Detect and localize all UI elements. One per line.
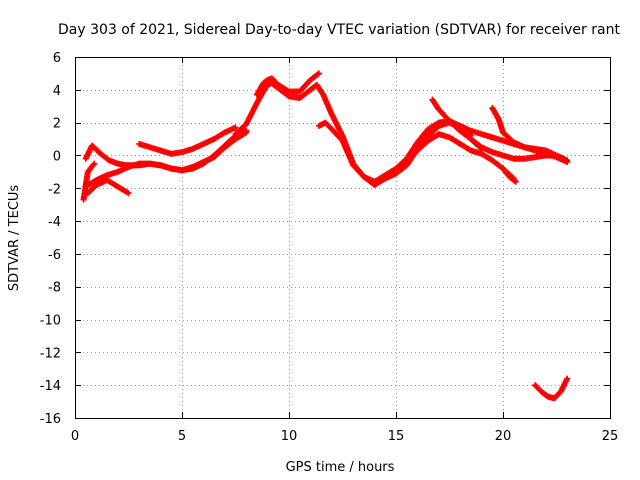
- x-tick-label: 20: [495, 429, 512, 444]
- x-tick-label: 0: [71, 429, 79, 444]
- series-track-k: [500, 165, 519, 185]
- y-tick-label: -16: [40, 412, 61, 427]
- y-tick-label: 6: [53, 51, 61, 66]
- data-point: [90, 161, 97, 168]
- tick-labels: 0 5 10 15 20 25 -16 -14 -12 -10 -8 -6 -4 -2 0 2 4 6: [40, 51, 619, 444]
- y-tick-label: -6: [48, 248, 61, 263]
- y-tick-label: 4: [53, 84, 61, 99]
- y-tick-label: -4: [48, 215, 61, 230]
- y-tick-label: -8: [48, 281, 61, 296]
- series-track-low: [532, 375, 571, 402]
- data-point: [91, 160, 98, 167]
- grid-lines: [75, 57, 610, 418]
- y-tick-label: -2: [48, 182, 61, 197]
- y-tick-label: 2: [53, 117, 61, 132]
- data-point: [564, 375, 571, 382]
- data-point: [478, 145, 485, 152]
- chart-title: Day 303 of 2021, Sidereal Day-to-day VTE…: [58, 22, 620, 38]
- x-tick-label: 25: [602, 429, 619, 444]
- y-tick-label: -10: [40, 314, 61, 329]
- y-tick-label: -12: [40, 346, 61, 361]
- data-point: [232, 124, 239, 131]
- data-point: [125, 190, 132, 197]
- series-track-upper: [253, 70, 322, 98]
- y-tick-label: -14: [40, 379, 61, 394]
- data-point: [315, 70, 322, 77]
- series-track-j: [489, 104, 571, 166]
- data-point: [511, 177, 518, 184]
- y-axis-label: SDTVAR / TECUs: [7, 185, 22, 292]
- data-point: [477, 144, 484, 151]
- x-tick-label: 5: [178, 429, 186, 444]
- series-track-d: [136, 124, 239, 157]
- y-tick-label: 0: [53, 149, 61, 164]
- series-track-b: [82, 129, 250, 190]
- plot-frame: [75, 57, 611, 419]
- x-axis-label: GPS time / hours: [286, 460, 395, 475]
- data-point: [243, 129, 250, 136]
- x-tick-label: 10: [281, 429, 298, 444]
- data-points: [80, 70, 571, 402]
- data-point: [564, 159, 571, 166]
- series-track-c: [84, 177, 132, 197]
- series-track-e: [80, 160, 98, 203]
- x-tick-label: 15: [388, 429, 405, 444]
- data-point: [512, 178, 519, 185]
